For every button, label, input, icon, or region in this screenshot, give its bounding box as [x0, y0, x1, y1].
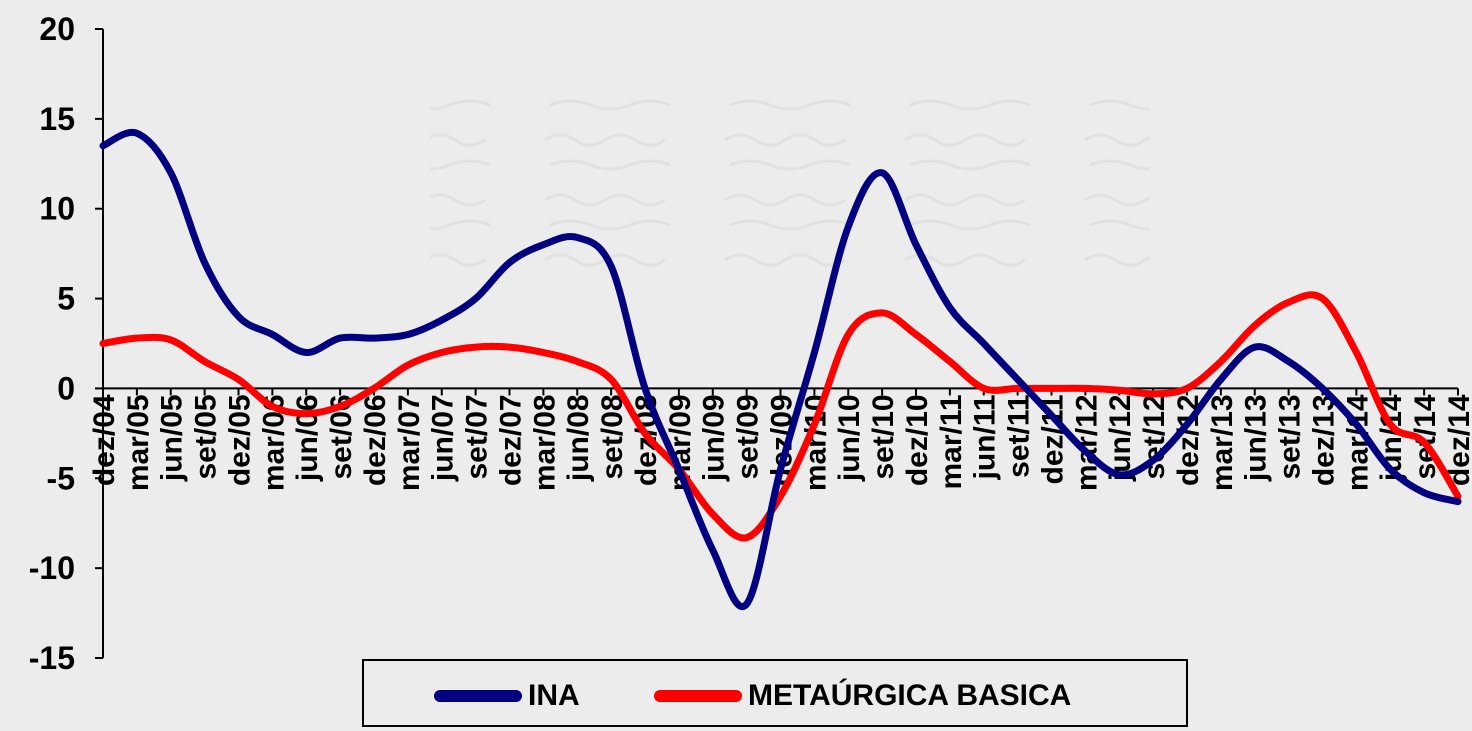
legend-label-metal: METAÚRGICA BASICA — [748, 679, 1072, 712]
series-lines — [99, 128, 1462, 610]
legend: INA METAÚRGICA BASICA — [362, 659, 1188, 727]
legend-swatch-metal — [654, 690, 742, 702]
x-tick-label: set/05 — [190, 394, 223, 479]
legend-item-ina: INA — [434, 679, 580, 713]
x-tick-label: jun/09 — [698, 394, 731, 482]
x-tick-label: set/13 — [1274, 394, 1307, 479]
x-tick-label: dez/06 — [359, 394, 392, 486]
x-tick-label: dez/10 — [901, 394, 934, 486]
x-tick-label: set/11 — [1003, 394, 1036, 477]
y-tick-label: 20 — [39, 11, 75, 47]
y-tick-label: 5 — [57, 281, 75, 317]
legend-label-ina: INA — [528, 679, 580, 712]
x-tick-label: dez/05 — [224, 394, 257, 486]
y-tick-label: 0 — [57, 370, 75, 406]
y-tick-label: 10 — [39, 191, 75, 227]
x-tick-label: jun/13 — [1240, 394, 1273, 482]
x-tick-label: jun/11 — [969, 394, 1002, 480]
y-tick-label: -5 — [47, 460, 75, 496]
x-tick-label: jun/10 — [833, 394, 866, 482]
x-tick-label: mar/08 — [528, 394, 561, 491]
y-tick-label: -10 — [29, 550, 75, 586]
x-tick-label: set/08 — [596, 394, 629, 479]
x-tick-label: mar/07 — [393, 394, 426, 491]
x-tick-label: jun/05 — [156, 394, 189, 482]
y-axis: 20 15 10 5 0 -5 -10 -15 — [29, 11, 104, 676]
x-tick-label: dez/07 — [495, 394, 528, 486]
background-texture — [430, 90, 1150, 270]
y-tick-label: -15 — [29, 640, 75, 676]
x-tick-label: dez/13 — [1308, 394, 1341, 486]
x-tick-label: dez/14 — [1443, 394, 1472, 486]
legend-swatch-ina — [434, 690, 522, 702]
x-tick-label: set/10 — [867, 394, 900, 479]
x-tick-label: jun/07 — [427, 394, 460, 482]
series-line-metalurgica — [99, 291, 1462, 542]
x-tick-label: set/09 — [732, 394, 765, 479]
x-tick-label: set/07 — [461, 394, 494, 479]
x-tick-label: jun/06 — [291, 394, 324, 482]
series-line-ina — [99, 128, 1462, 610]
x-tick-label: mar/11 — [935, 394, 968, 489]
legend-item-metal: METAÚRGICA BASICA — [654, 679, 1071, 713]
x-axis: dez/04 mar/05 jun/05 set/05 dez/05 mar/06 jun/… — [88, 387, 1472, 491]
x-tick-label: jun/08 — [562, 394, 595, 482]
x-tick-label: mar/05 — [122, 394, 155, 491]
x-tick-label: dez/04 — [88, 394, 121, 486]
y-tick-label: 15 — [39, 101, 75, 137]
x-tick-label: mar/13 — [1206, 394, 1239, 491]
